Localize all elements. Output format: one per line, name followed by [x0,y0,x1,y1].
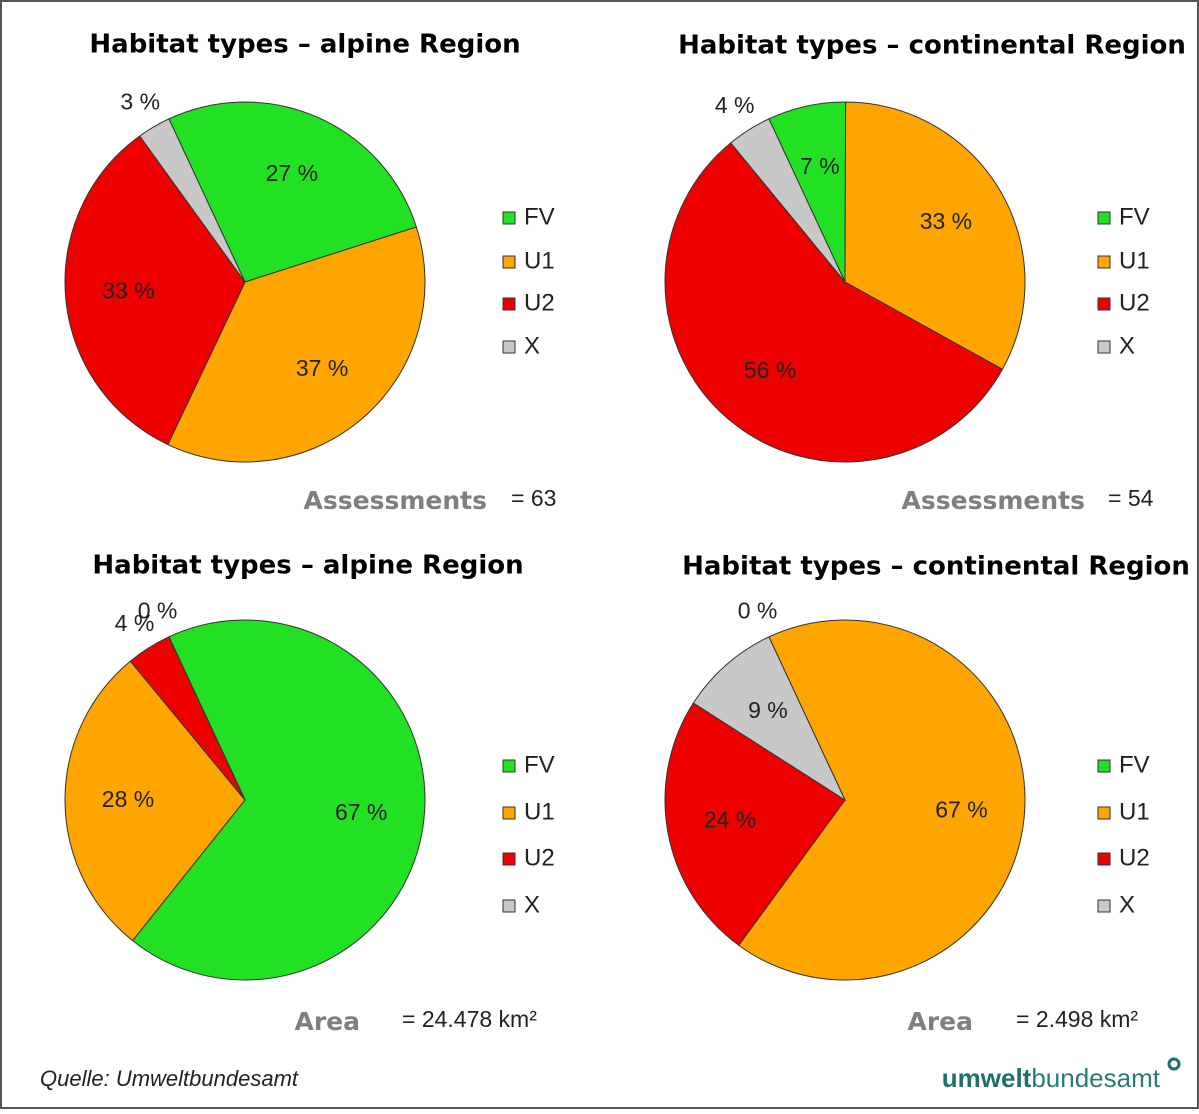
slice-label: 0 % [738,597,778,623]
legend-swatch [502,297,516,311]
legend-swatch [502,255,516,269]
pie-slice [168,101,418,283]
legend-label: U1 [524,247,555,274]
pie-slice [737,619,1026,981]
pie-slice [139,118,246,283]
pie-slice [730,118,846,283]
note-value: = 2.498 km² [1016,1006,1138,1032]
legend-swatch [502,759,516,773]
legend-swatch [1097,211,1111,225]
legend-label: U2 [1119,844,1150,871]
legend-label: X [524,891,540,918]
slice-label: 28 % [102,786,154,812]
pie-slice [664,702,846,946]
slice-label: 67 % [335,799,387,825]
legend-label: FV [524,203,555,230]
legend-label: X [1119,891,1135,918]
note-label: Assessments [902,486,1085,515]
legend-label: U1 [1119,247,1150,274]
legend-label: U1 [524,798,555,825]
pie-slice [664,142,1004,463]
legend-swatch [502,340,516,354]
note-value: = 24.478 km² [402,1006,537,1032]
slice-label: 33 % [920,208,972,234]
chart-title: Habitat types – alpine Region [89,30,520,60]
slice-label: 33 % [102,278,154,304]
note-value: = 63 [511,485,556,511]
note-label: Area [907,1007,973,1036]
note-label: Assessments [304,486,487,515]
legend-label: FV [524,751,555,778]
legend-label: U1 [1119,798,1150,825]
slice-label: 67 % [935,796,987,822]
legend-label: U2 [524,289,555,316]
slice-label: 56 % [744,357,796,383]
chart-title: Habitat types – continental Region [682,552,1190,582]
slice-label: 24 % [704,807,756,833]
pie-slice [692,636,847,802]
note-value: = 54 [1108,485,1154,511]
chart-title: Habitat types – alpine Region [92,551,523,581]
logo: umweltbundesamt [942,1063,1161,1093]
pie-slice [64,135,246,446]
pie-slice [64,660,246,942]
legend-swatch [502,899,516,913]
legend-label: X [1119,332,1135,359]
pie-slice [167,226,426,463]
legend-label: U2 [1119,289,1150,316]
note-label: Area [294,1007,360,1036]
legend-swatch [1097,255,1111,269]
slice-label: 37 % [296,355,348,381]
legend-swatch [1097,297,1111,311]
slice-label: 4 % [115,610,155,636]
pie-slice [168,636,246,801]
slice-label: 7 % [800,153,840,179]
slice-label: 3 % [120,89,160,115]
legend-label: FV [1119,203,1150,230]
slice-label: 4 % [715,92,755,118]
slice-label: 27 % [266,160,318,186]
legend-label: FV [1119,751,1150,778]
slice-label: 9 % [748,697,788,723]
legend-swatch [502,806,516,820]
chart-title: Habitat types – continental Region [678,31,1186,61]
legend-swatch [1097,340,1111,354]
slice-label: 0 % [138,597,178,623]
legend-swatch [1097,806,1111,820]
legend-swatch [1097,899,1111,913]
source: Quelle: Umweltbundesamt [40,1066,299,1091]
pie-slice [844,101,1026,370]
logo-bold: umwelt [942,1063,1032,1093]
legend-swatch [1097,852,1111,866]
legend-swatch [502,852,516,866]
pie-slice [131,619,426,981]
logo-mark [1167,1057,1181,1071]
legend-label: U2 [524,844,555,871]
legend-swatch [502,211,516,225]
logo-rest: bundesamt [1031,1063,1160,1093]
legend-swatch [1097,759,1111,773]
legend-label: X [524,332,540,359]
